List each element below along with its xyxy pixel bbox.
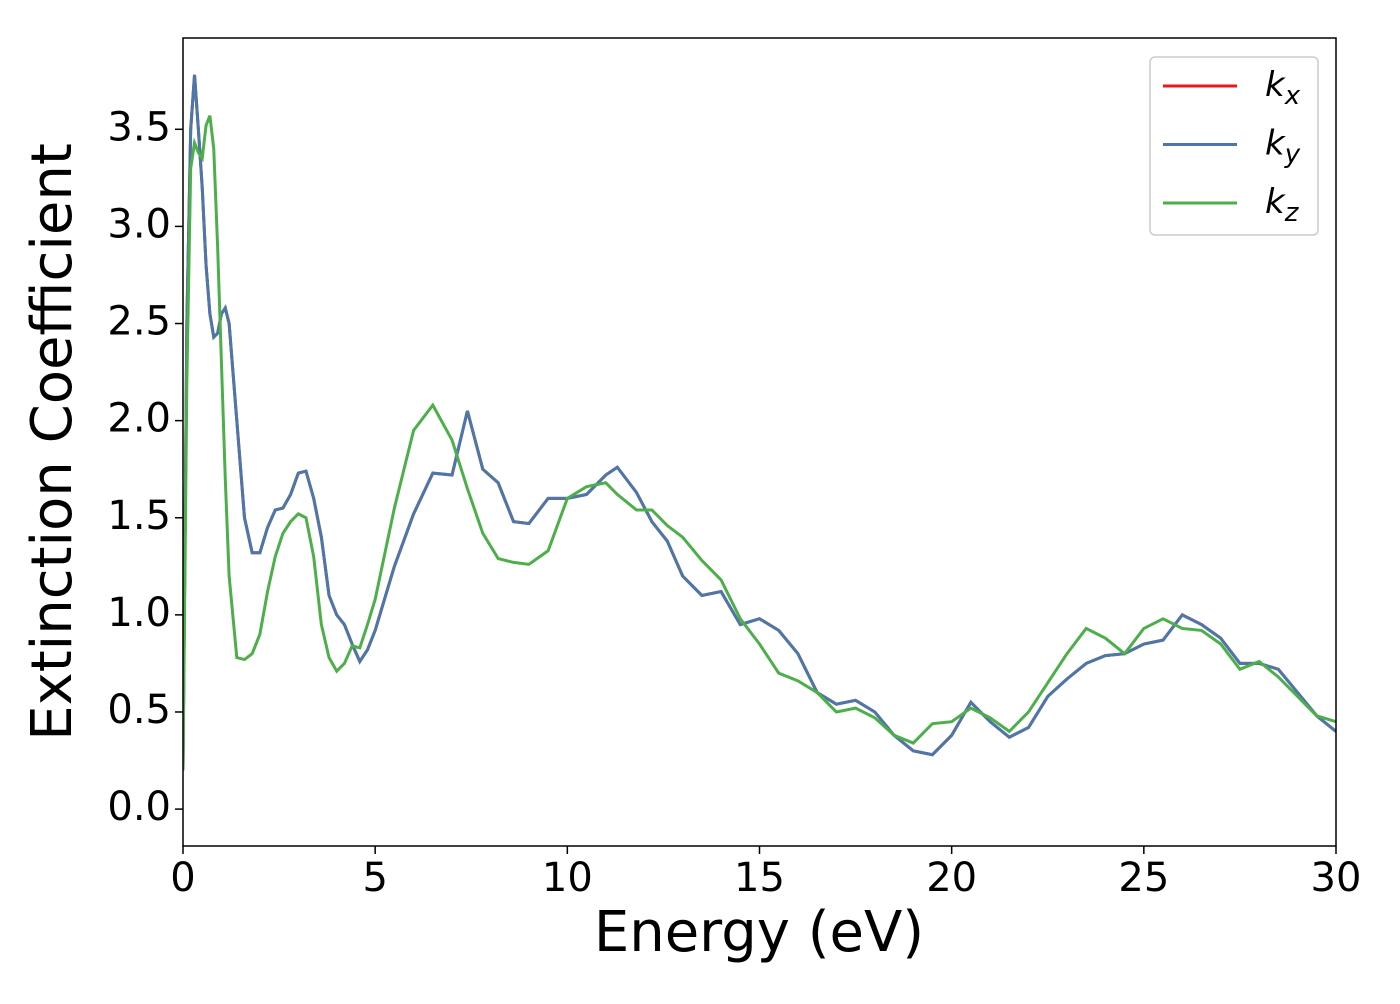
y-axis-label: Extinction Coefficient bbox=[20, 143, 85, 741]
x-axis-label: Energy (eV) bbox=[594, 900, 924, 965]
y-tick-label: 0.5 bbox=[107, 687, 171, 733]
y-tick-label: 0.0 bbox=[107, 784, 171, 830]
legend-label: kz bbox=[1265, 182, 1300, 228]
series-line bbox=[183, 115, 1336, 771]
x-tick-label: 0 bbox=[170, 855, 195, 901]
plot-frame bbox=[182, 37, 1337, 847]
plot-lines bbox=[183, 74, 1336, 771]
y-tick-label: 1.5 bbox=[107, 493, 171, 539]
x-tick-label: 10 bbox=[542, 855, 593, 901]
x-tick-label: 30 bbox=[1311, 855, 1362, 901]
y-tick-label: 2.0 bbox=[107, 396, 171, 442]
series-line bbox=[183, 74, 1336, 771]
x-tick-label: 5 bbox=[362, 855, 387, 901]
x-tick-label: 20 bbox=[926, 855, 977, 901]
y-tick-label: 2.5 bbox=[107, 299, 171, 345]
y-tick-label: 3.0 bbox=[107, 201, 171, 247]
legend-label: kx bbox=[1265, 65, 1301, 111]
y-tick-label: 1.0 bbox=[107, 590, 171, 636]
x-tick-label: 15 bbox=[734, 855, 785, 901]
legend-label: ky bbox=[1265, 123, 1301, 169]
legend: kx ky kz bbox=[1149, 56, 1319, 236]
x-tick-label: 25 bbox=[1118, 855, 1169, 901]
y-tick-label: 3.5 bbox=[107, 104, 171, 150]
